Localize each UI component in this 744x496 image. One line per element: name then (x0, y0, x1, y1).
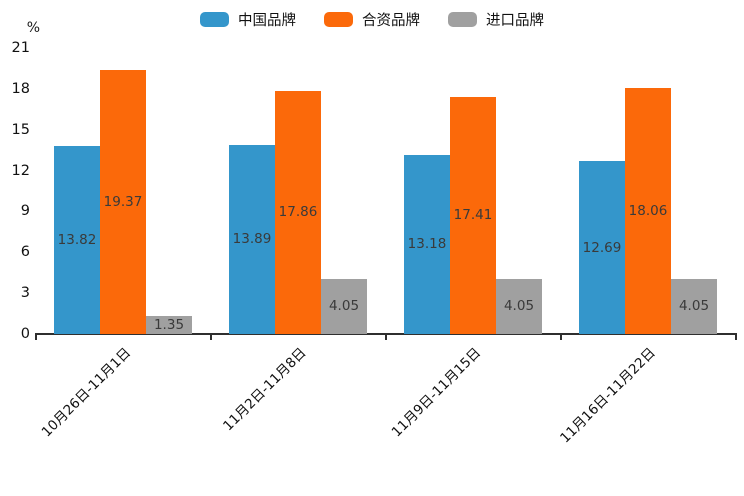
bar-合资品牌: 18.06 (625, 88, 671, 334)
y-tick-label: 9 (20, 203, 30, 220)
bar-value-label: 17.41 (453, 207, 493, 224)
bar-value-label: 18.06 (628, 203, 668, 219)
bar-value-label: 4.05 (503, 298, 535, 315)
x-category-label: 10月26日-11月1日 (38, 344, 135, 441)
y-tick-label: 15 (11, 121, 30, 138)
legend-label: 中国品牌 (238, 12, 296, 29)
bar-中国品牌: 13.89 (229, 144, 275, 334)
legend-swatch-icon (200, 11, 229, 27)
legend-swatch-icon (448, 11, 477, 27)
bar-value-label: 4.05 (678, 298, 710, 315)
y-tick-label: 6 (20, 244, 30, 261)
x-axis-tick (559, 334, 562, 340)
bar-value-label: 1.35 (153, 316, 185, 333)
bar-进口品牌: 4.05 (496, 278, 542, 334)
legend: 中国品牌 合资品牌 进口品牌 (0, 8, 744, 30)
legend-swatch-icon (324, 11, 353, 27)
legend-item: 合资品牌 (324, 9, 420, 30)
x-category-label: 11月2日-11月8日 (219, 344, 310, 435)
y-tick-label: 12 (11, 162, 30, 179)
x-axis-tick (384, 334, 387, 340)
y-tick-label: 0 (20, 326, 30, 342)
legend-item: 进口品牌 (448, 9, 544, 30)
bar-中国品牌: 13.82 (54, 145, 100, 334)
x-axis-tick (734, 334, 737, 340)
bar-合资品牌: 17.41 (450, 96, 496, 334)
bar-value-label: 12.69 (582, 239, 622, 256)
bar-合资品牌: 19.37 (100, 70, 146, 334)
bar-进口品牌: 4.05 (321, 278, 367, 334)
bar-进口品牌: 1.35 (146, 315, 192, 334)
bar-合资品牌: 17.86 (275, 90, 321, 334)
bar-中国品牌: 13.18 (404, 154, 450, 334)
bar-value-label: 13.89 (232, 231, 272, 248)
y-axis-unit-label: % (26, 20, 40, 36)
bar-value-label: 19.37 (103, 194, 143, 211)
x-axis-tick (209, 334, 212, 340)
legend-label: 进口品牌 (486, 12, 544, 29)
y-tick-label: 3 (20, 285, 30, 302)
bar-中国品牌: 12.69 (579, 161, 625, 334)
x-category-label: 11月9日-11月15日 (388, 344, 485, 441)
bar-value-label: 13.18 (407, 236, 447, 253)
x-axis-tick (34, 334, 37, 340)
x-category-label: 11月16日-11月22日 (557, 344, 660, 447)
y-tick-label: 18 (11, 80, 30, 97)
y-tick-label: 21 (11, 40, 30, 56)
legend-label: 合资品牌 (362, 12, 420, 29)
bar-value-label: 4.05 (328, 298, 360, 315)
bar-value-label: 13.82 (57, 231, 97, 248)
legend-item: 中国品牌 (200, 9, 296, 30)
bar-value-label: 17.86 (278, 204, 318, 221)
bar-进口品牌: 4.05 (671, 278, 717, 334)
